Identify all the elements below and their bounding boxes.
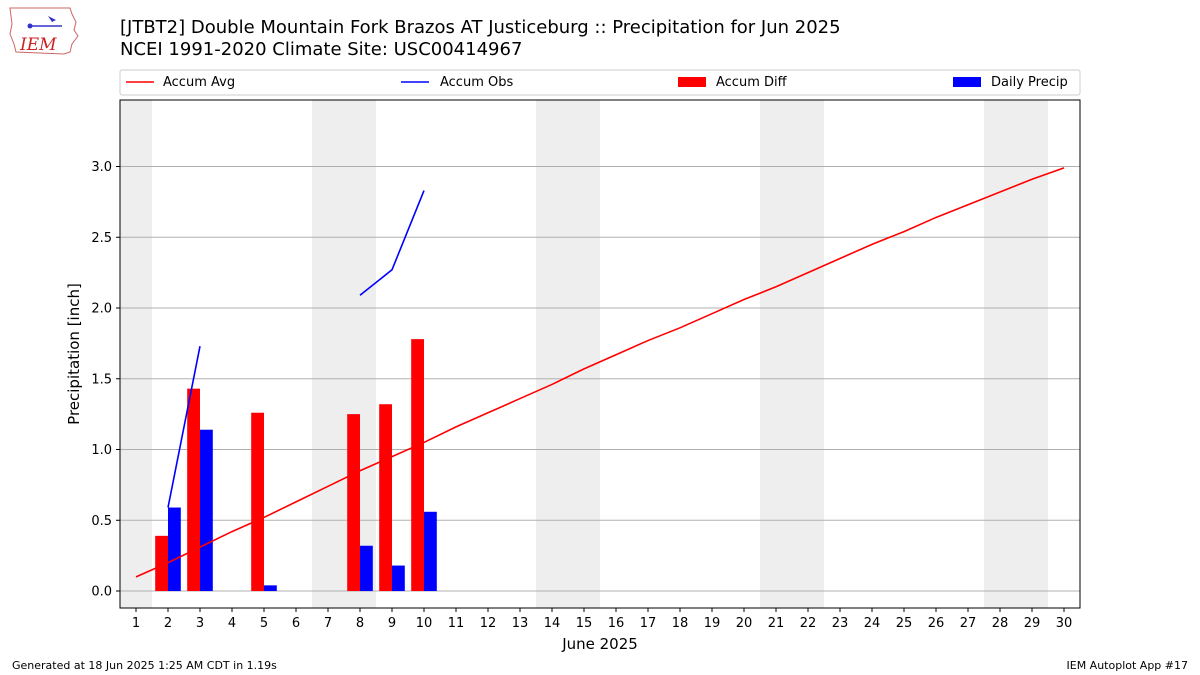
legend-swatch-daily-precip xyxy=(953,77,981,87)
x-tick-label: 19 xyxy=(704,616,721,631)
legend-swatch-accum-diff xyxy=(678,77,706,87)
legend-label-accum-diff: Accum Diff xyxy=(716,75,788,90)
y-tick-label: 0.0 xyxy=(91,585,112,600)
y-tick-label: 2.5 xyxy=(91,231,112,246)
x-tick-label: 27 xyxy=(960,616,977,631)
generated-timestamp: Generated at 18 Jun 2025 1:25 AM CDT in … xyxy=(12,659,277,672)
accum-diff-bar xyxy=(155,535,168,592)
plot-frame xyxy=(119,99,1081,609)
weather-station-icon xyxy=(27,23,33,29)
x-tick-label: 24 xyxy=(864,616,881,631)
daily-precip-bar xyxy=(392,565,405,592)
x-tick-label: 28 xyxy=(992,616,1009,631)
x-tick-label: 26 xyxy=(928,616,945,631)
accum-diff-bar xyxy=(347,414,360,592)
iowa-outline-icon xyxy=(9,7,79,55)
x-tick-label: 25 xyxy=(896,616,913,631)
accum-obs-line xyxy=(359,190,425,296)
x-tick-label: 22 xyxy=(800,616,817,631)
x-tick-label: 23 xyxy=(832,616,849,631)
accum-diff-bar xyxy=(379,404,392,592)
weekend-shade xyxy=(120,100,152,608)
daily-precip-bar xyxy=(424,511,437,592)
x-tick-label: 14 xyxy=(544,616,561,631)
accum-diff-bar xyxy=(411,339,424,592)
x-tick-label: 17 xyxy=(640,616,657,631)
y-axis-ticks: 0.0 0.5 1.0 1.5 2.0 2.5 3.0 xyxy=(91,160,120,600)
weekend-shade xyxy=(984,100,1048,608)
x-tick-label: 4 xyxy=(228,616,236,631)
bar-series xyxy=(155,339,437,592)
iem-logo: IEM xyxy=(6,4,82,62)
daily-precip-bar xyxy=(360,545,373,592)
y-tick-label: 0.5 xyxy=(91,514,112,529)
x-tick-label: 1 xyxy=(132,616,140,631)
y-axis-label: Precipitation [inch] xyxy=(65,283,83,425)
x-tick-label: 5 xyxy=(260,616,268,631)
x-tick-label: 3 xyxy=(196,616,204,631)
legend-label-accum-obs: Accum Obs xyxy=(440,75,513,90)
legend-label-accum-avg: Accum Avg xyxy=(163,75,235,90)
y-tick-label: 2.0 xyxy=(91,302,112,317)
x-tick-label: 18 xyxy=(672,616,689,631)
accum-obs-line xyxy=(167,346,201,508)
x-tick-label: 15 xyxy=(576,616,593,631)
app-credit: IEM Autoplot App #17 xyxy=(1066,659,1189,672)
daily-precip-bar xyxy=(200,429,213,592)
weekend-shade xyxy=(760,100,824,608)
y-tick-label: 1.5 xyxy=(91,372,112,387)
legend: Accum Avg Accum Obs Accum Diff Daily Pre… xyxy=(119,69,1081,96)
y-tick-label: 3.0 xyxy=(91,160,112,175)
accum-avg-line xyxy=(135,167,1065,578)
x-tick-label: 6 xyxy=(292,616,300,631)
x-tick-label: 13 xyxy=(512,616,529,631)
weekend-shade xyxy=(536,100,600,608)
x-tick-label: 20 xyxy=(736,616,753,631)
grid-lines xyxy=(120,166,1080,592)
x-tick-label: 10 xyxy=(416,616,433,631)
accum-diff-bar xyxy=(187,388,200,592)
wind-vane-icon xyxy=(48,16,56,22)
x-tick-label: 7 xyxy=(324,616,332,631)
x-tick-label: 8 xyxy=(356,616,364,631)
x-tick-label: 16 xyxy=(608,616,625,631)
line-series xyxy=(135,167,1065,578)
x-tick-label: 2 xyxy=(164,616,172,631)
weekend-shading xyxy=(120,100,1048,608)
chart-subtitle: NCEI 1991-2020 Climate Site: USC00414967 xyxy=(120,39,523,60)
accum-diff-bar xyxy=(251,412,264,592)
logo-text: IEM xyxy=(19,35,57,55)
y-tick-label: 1.0 xyxy=(91,443,112,458)
x-axis-label: June 2025 xyxy=(561,635,638,653)
daily-precip-bar xyxy=(168,507,181,592)
x-tick-label: 29 xyxy=(1024,616,1041,631)
x-tick-label: 12 xyxy=(480,616,497,631)
daily-precip-bar xyxy=(264,585,277,592)
x-tick-label: 9 xyxy=(388,616,396,631)
x-tick-label: 30 xyxy=(1056,616,1073,631)
chart-title: [JTBT2] Double Mountain Fork Brazos AT J… xyxy=(120,17,841,38)
x-tick-label: 11 xyxy=(448,616,465,631)
weekend-shade xyxy=(312,100,376,608)
legend-label-daily-precip: Daily Precip xyxy=(991,75,1068,90)
x-tick-label: 21 xyxy=(768,616,785,631)
legend-box xyxy=(119,69,1081,96)
x-axis-ticks: 1 2 3 4 5 6 7 8 9 10 11 12 13 14 15 16 17 18 19 20 21 22 23 24 2… xyxy=(132,608,1072,631)
